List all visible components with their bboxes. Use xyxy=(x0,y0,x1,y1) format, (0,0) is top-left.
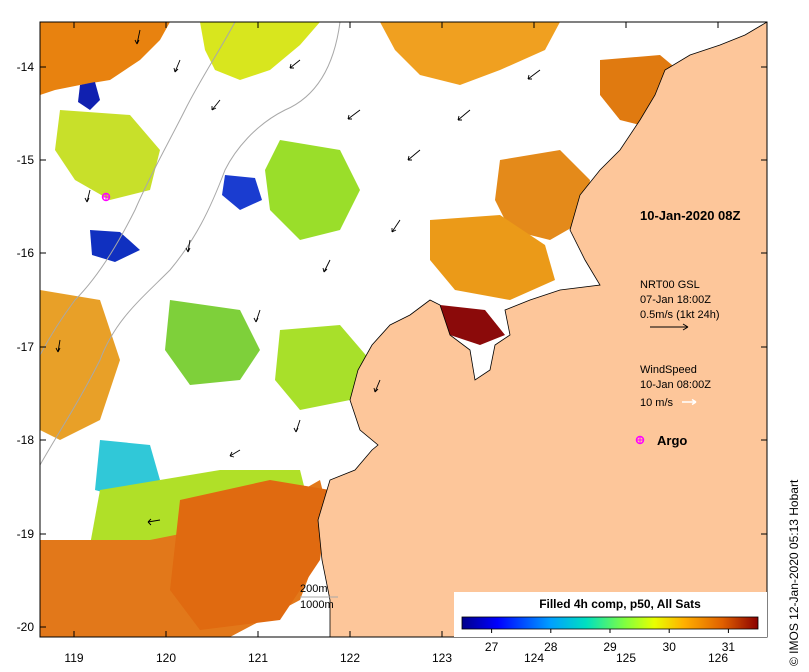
current-source-label: NRT00 GSL xyxy=(640,279,700,291)
current-arrow xyxy=(229,449,241,458)
lon-tick-label: 126 xyxy=(708,651,728,665)
lat-tick-label: -19 xyxy=(17,527,35,541)
wind-scale-label: 10 m/s xyxy=(640,397,674,409)
argo-float-marker xyxy=(101,192,111,202)
bathymetry-contours xyxy=(40,22,341,466)
lon-tick-label: 121 xyxy=(248,651,268,665)
lon-tick-label: 122 xyxy=(340,651,360,665)
lon-tick-label: 124 xyxy=(524,651,544,665)
current-arrow xyxy=(211,99,221,111)
sst-patch-n-yellow xyxy=(200,22,320,80)
colorbar-tick-label: 27 xyxy=(485,640,499,654)
map-panel xyxy=(40,22,767,637)
contour-1000m xyxy=(40,22,236,356)
sst-patch-red-coast xyxy=(440,305,505,345)
sst-patch-green-mid xyxy=(275,325,370,410)
current-arrow xyxy=(373,379,381,393)
colorbar-gradient xyxy=(461,616,759,630)
credit-text: © IMOS 12-Jan-2020 05:13 Hobart xyxy=(787,479,801,666)
current-arrow xyxy=(84,189,91,203)
colorbar-tick-label: 31 xyxy=(722,640,736,654)
y-axis xyxy=(40,66,767,628)
lat-tick-label: -20 xyxy=(17,620,35,634)
current-arrow xyxy=(253,309,261,323)
depth-legend-200m: 200m xyxy=(300,583,328,595)
wind-time-label: 10-Jan 08:00Z xyxy=(640,379,711,391)
sst-patch-yellow-west xyxy=(55,110,160,200)
current-arrow xyxy=(347,109,361,120)
lat-tick-label: -15 xyxy=(17,153,35,167)
map-frame xyxy=(39,21,768,638)
current-arrow xyxy=(457,109,471,121)
colorbar-title: Filled 4h comp, p50, All Sats xyxy=(539,597,701,611)
lat-tick-label: -18 xyxy=(17,433,35,447)
lat-tick-label: -17 xyxy=(17,340,35,354)
wind-label: WindSpeed xyxy=(640,364,697,376)
sst-patch-bonaparte xyxy=(430,215,555,300)
current-arrow xyxy=(293,419,301,433)
current-scale-arrow xyxy=(650,323,689,331)
current-arrow xyxy=(185,239,191,253)
current-vectors xyxy=(55,29,541,526)
sst-patch-east-shelf xyxy=(495,150,590,240)
sst-patch-blue-a xyxy=(78,82,100,110)
current-arrow xyxy=(407,149,421,161)
lat-tick-label: -16 xyxy=(17,246,35,260)
sst-patch-south-coast xyxy=(170,480,330,630)
sst-data-layer xyxy=(40,22,700,637)
current-time-label: 07-Jan 18:00Z xyxy=(640,294,711,306)
wind-scale-arrow xyxy=(682,398,697,406)
current-arrow xyxy=(55,339,61,353)
date-title: 10-Jan-2020 08Z xyxy=(640,208,741,223)
colorbar-ticks: 27 28 29 30 31 xyxy=(485,629,735,654)
sst-patch-n-orange xyxy=(380,22,560,85)
lon-tick-label: 119 xyxy=(64,651,83,665)
current-arrow xyxy=(322,259,331,273)
sst-patch-green-south xyxy=(165,300,260,385)
current-arrow xyxy=(147,518,161,526)
contour-200m xyxy=(40,22,341,466)
sst-patch-orange-west xyxy=(40,290,120,440)
colorbar: Filled 4h comp, p50, All Sats 27 28 29 30 31 xyxy=(454,592,767,654)
colorbar-tick-label: 30 xyxy=(663,640,677,654)
current-arrow xyxy=(134,29,141,45)
sst-patch-green-center xyxy=(265,140,360,240)
argo-legend-label: Argo xyxy=(657,433,687,448)
current-arrow xyxy=(173,59,181,73)
argo-legend-marker xyxy=(635,435,645,445)
depth-legend-1000m: 1000m xyxy=(300,599,334,611)
lon-tick-label: 125 xyxy=(616,651,636,665)
lon-tick-label: 123 xyxy=(432,651,452,665)
land-mass xyxy=(317,22,767,637)
current-arrow xyxy=(289,59,301,69)
colorbar-tick-label: 28 xyxy=(544,640,558,654)
lon-tick-label: 120 xyxy=(156,651,176,665)
current-arrow xyxy=(391,219,401,233)
current-arrow xyxy=(527,69,541,80)
lat-tick-label: -14 xyxy=(17,60,35,74)
colorbar-tick-label: 29 xyxy=(603,640,617,654)
sst-patch-blue-b xyxy=(222,175,262,210)
current-scale-label: 0.5m/s (1kt 24h) xyxy=(640,309,719,321)
